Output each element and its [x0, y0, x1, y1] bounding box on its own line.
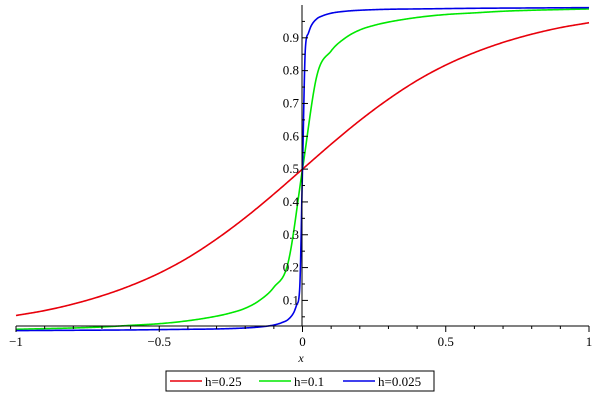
x-tick-label: 0: [299, 334, 306, 349]
y-tick-label: 0.8: [283, 63, 299, 78]
y-tick-label: 0.6: [283, 128, 300, 143]
legend-frame: [165, 370, 435, 392]
y-tick-label: 0.1: [283, 292, 299, 307]
y-tick-label: 0.2: [283, 260, 299, 275]
x-tick-label: −1: [9, 334, 23, 349]
x-tick-label: 1: [586, 334, 593, 349]
axes: −1 −0.5 0 0.5 1 0.1 0.2 0.3 0.4 0.5 0.6 0.7 0.8 0.9: [9, 5, 592, 349]
x-axis-label: x: [297, 351, 304, 365]
legend-label: h=0.025: [378, 374, 421, 389]
y-tick-label: 0.7: [283, 95, 300, 110]
legend-label: h=0.1: [294, 374, 324, 389]
x-tick-label: 0.5: [438, 334, 454, 349]
y-tick-label: 0.5: [283, 161, 299, 176]
legend-label: h=0.25: [205, 374, 242, 389]
y-tick-label: 0.4: [283, 194, 300, 209]
x-tick-label: −0.5: [147, 334, 171, 349]
y-tick-label: 0.9: [283, 30, 299, 45]
y-tick-label: 0.3: [283, 227, 299, 242]
legend: h=0.25 h=0.1 h=0.025: [165, 370, 435, 392]
